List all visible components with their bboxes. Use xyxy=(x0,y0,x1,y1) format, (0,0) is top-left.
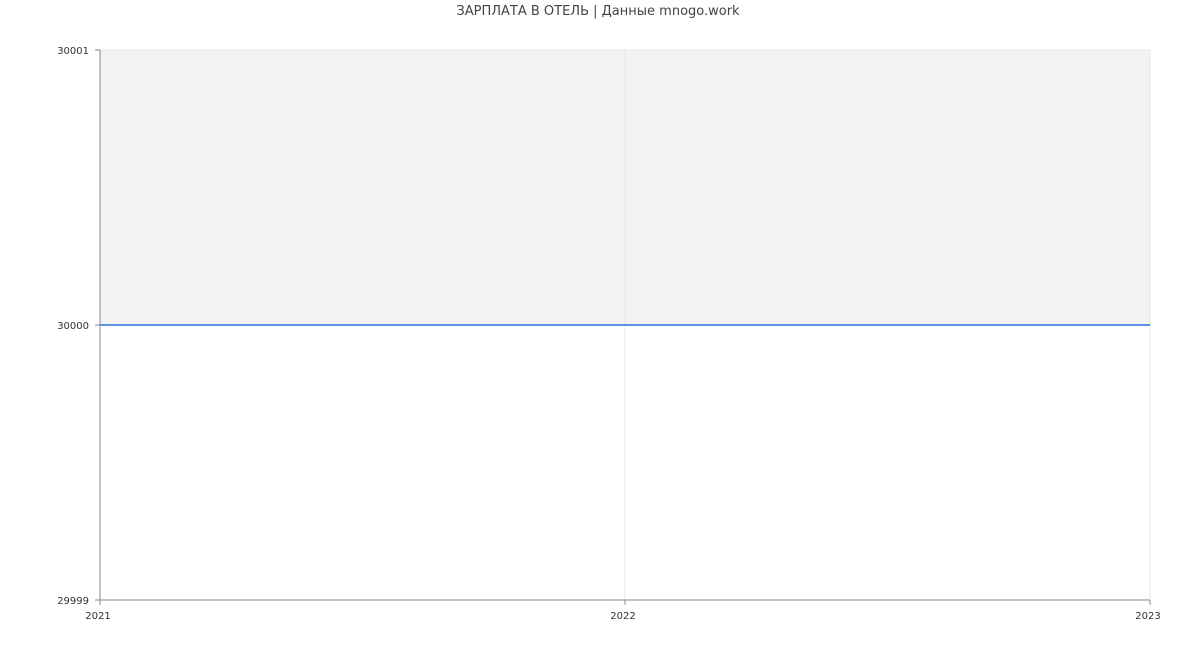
y-tick-label: 30000 xyxy=(57,321,89,332)
x-tick-label: 2022 xyxy=(610,611,635,622)
y-tick-label: 30001 xyxy=(57,46,89,57)
x-tick-label: 2023 xyxy=(1135,611,1160,622)
y-tick-label: 29999 xyxy=(57,596,89,607)
chart-title: ЗАРПЛАТА В ОТЕЛЬ | Данные mnogo.work xyxy=(456,4,740,19)
x-tick-label: 2021 xyxy=(85,611,110,622)
